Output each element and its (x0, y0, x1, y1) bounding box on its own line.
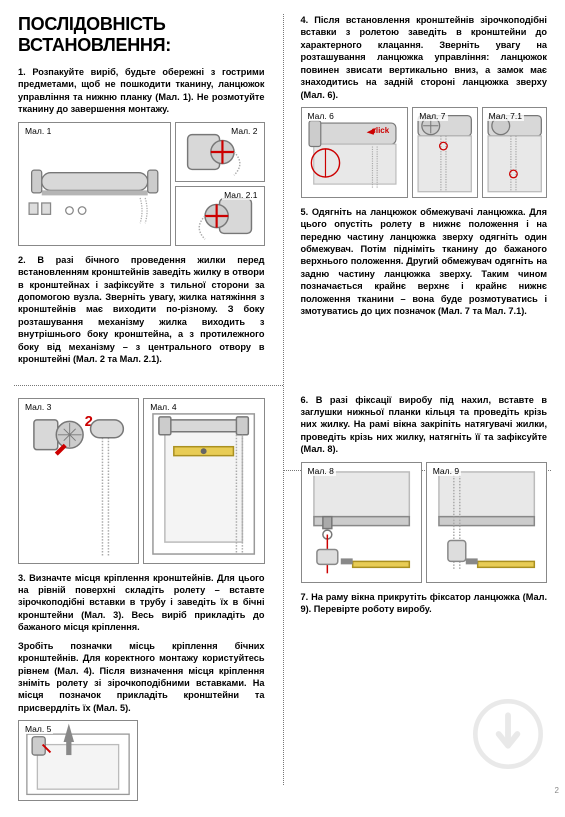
paragraph-7: 7. На раму вікна прикрутіть фіксатор лан… (301, 591, 548, 616)
figure-row-5: Мал. 5 (18, 720, 265, 801)
figure-label: Мал. 7 (417, 111, 447, 121)
figure-7-1: Мал. 7.1 (482, 107, 547, 198)
figure-row-8-9: Мал. 8 Мал. 9 (301, 462, 548, 583)
page: Послідовність встановлення: 1. Розпакуйт… (0, 0, 565, 799)
figure-2-1: Мал. 2.1 (175, 186, 264, 246)
figure-5: Мал. 5 (18, 720, 138, 801)
figure-label: Мал. 2.1 (222, 190, 259, 200)
figure-6: Мал. 6 click (301, 107, 409, 198)
section-1-2: Послідовність встановлення: 1. Розпакуйт… (0, 0, 283, 380)
figure-label: Мал. 2 (229, 126, 259, 136)
figure-1: Мал. 1 (18, 122, 171, 246)
section-3: Мал. 3 2 Мал. 4 (0, 380, 283, 817)
figure-label: Мал. 3 (23, 402, 53, 412)
figure-row-1: Мал. 1 Мал. 2 (18, 122, 265, 246)
section-4-5: 4. Після встановлення кронштейнів зірочк… (283, 0, 565, 380)
figure-label: Мал. 6 (306, 111, 336, 121)
click-label: click (371, 126, 389, 135)
watermark-icon (473, 699, 543, 769)
figure-7: Мал. 7 (412, 107, 477, 198)
divider-horizontal-left (14, 385, 283, 386)
figure-label: Мал. 7.1 (487, 111, 524, 121)
paragraph-4: 4. Після встановлення кронштейнів зірочк… (301, 14, 548, 101)
figure-label: Мал. 9 (431, 466, 461, 476)
figure-label: Мал. 4 (148, 402, 178, 412)
figure-label: Мал. 1 (23, 126, 53, 136)
paragraph-6: 6. В разі фіксації виробу під нахил, вст… (301, 394, 548, 456)
figure-row-6-7: Мал. 6 click Мал. 7 (301, 107, 548, 198)
figure-8: Мал. 8 (301, 462, 422, 583)
page-title: Послідовність встановлення: (18, 14, 265, 56)
paragraph-5: 5. Одягніть на ланцюжок обмежувачі ланцю… (301, 206, 548, 318)
page-number: 2 (555, 786, 559, 795)
paragraph-3: 3. Визначте місця кріплення кронштейнів.… (18, 572, 265, 634)
paragraph-3b: Зробіть позначки місць кріплення бічних … (18, 640, 265, 715)
figure-4: Мал. 4 (143, 398, 264, 564)
figure-label: Мал. 5 (23, 724, 53, 734)
figure-2: Мал. 2 (175, 122, 264, 182)
figure-row-3-4: Мал. 3 2 Мал. 4 (18, 398, 265, 564)
divider-vertical (283, 14, 284, 785)
figure-3: Мал. 3 2 (18, 398, 139, 564)
figure-label: Мал. 8 (306, 466, 336, 476)
figure-9: Мал. 9 (426, 462, 547, 583)
paragraph-2: 2. В разі бічного проведення жилки перед… (18, 254, 265, 366)
paragraph-1: 1. Розпакуйте виріб, будьте обережні з г… (18, 66, 265, 116)
